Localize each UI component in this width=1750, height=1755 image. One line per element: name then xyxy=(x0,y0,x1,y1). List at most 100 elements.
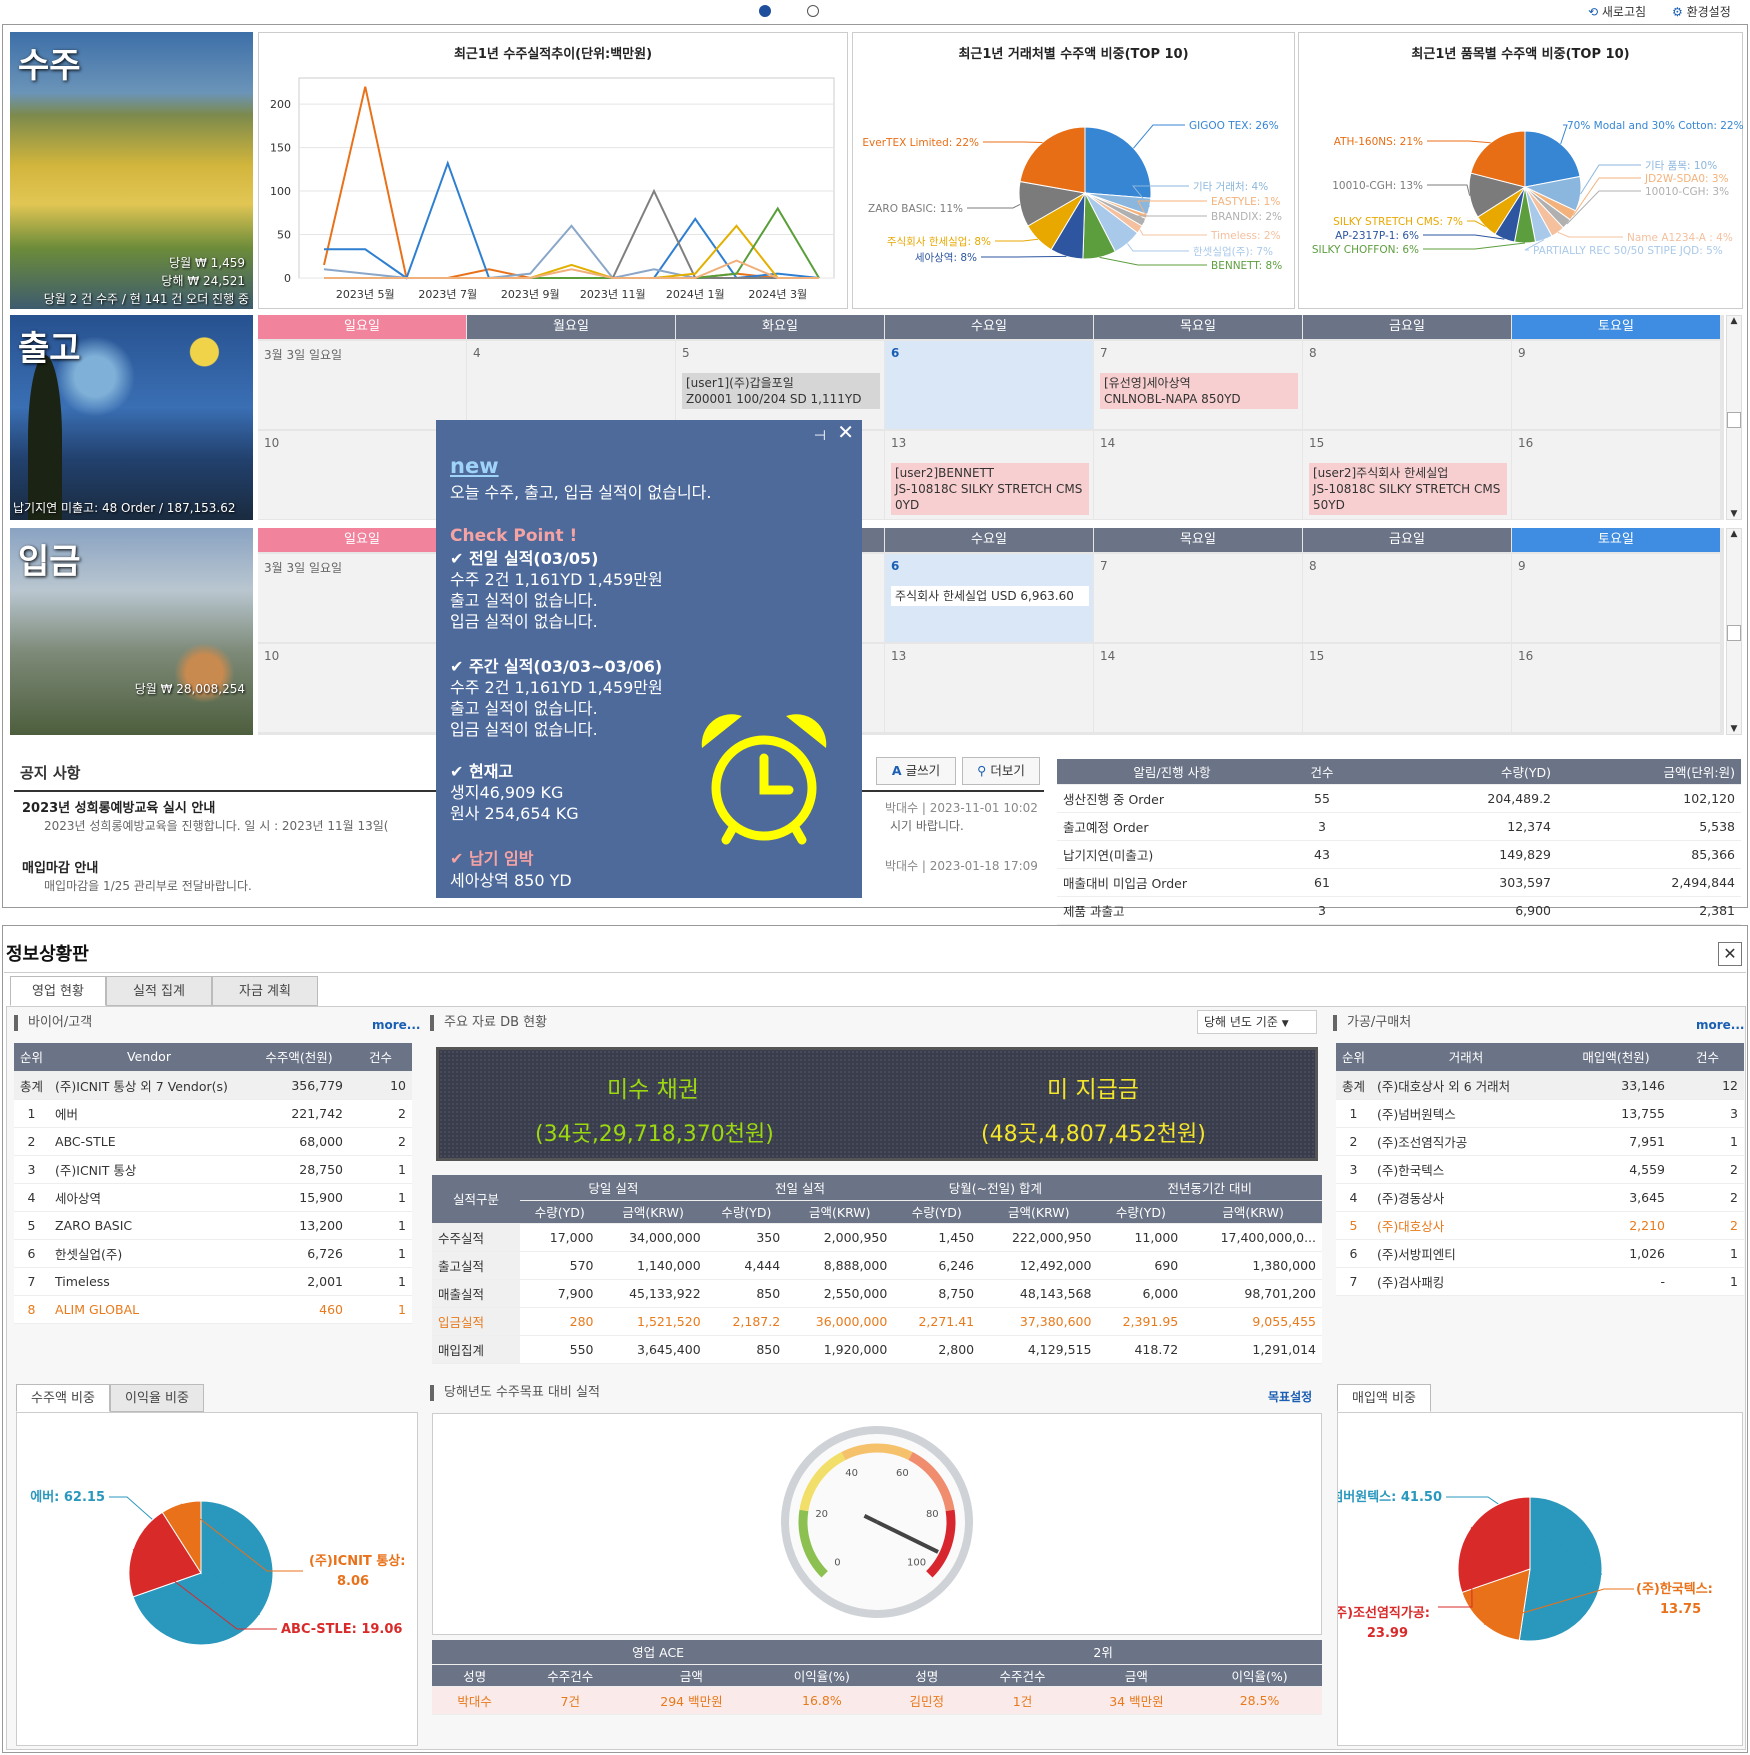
close-icon[interactable]: ✕ xyxy=(837,420,854,444)
pin-icon[interactable]: ⊣ xyxy=(813,428,826,444)
event-line: JS-10818C SILKY STRETCH CMS xyxy=(895,482,1083,496)
scroll-thumb[interactable] xyxy=(1727,625,1741,641)
calendar-day-cell[interactable]: 9 xyxy=(1512,554,1720,642)
tab-funding[interactable]: 자금 계획 xyxy=(212,976,318,1006)
performance-row[interactable]: 출고실적 570 1,140,000 4,444 8,888,000 6,246 12,49… xyxy=(432,1251,1322,1279)
buyer-more-link[interactable]: more... xyxy=(372,1018,421,1032)
supplier-row[interactable]: 2 (주)조선염직가공 7,951 1 xyxy=(1336,1127,1744,1155)
table-cell: 출고실적 xyxy=(432,1251,520,1279)
buyer-row[interactable]: 5 ZARO BASIC 13,200 1 xyxy=(14,1211,412,1239)
calendar-day-cell[interactable]: 3월 3일 일요일 xyxy=(258,341,466,429)
deposit-art-panel[interactable]: 입금 당월 ₩ 28,008,254 xyxy=(10,528,253,735)
order-art-panel[interactable]: 수주 당월 ₩ 1,459 당해 ₩ 24,521 당월 2 건 수주 / 현 … xyxy=(10,32,253,309)
pie-label: ABC-STLE: 19.06 xyxy=(281,1622,402,1637)
calendar-day-cell[interactable]: 8 xyxy=(1303,341,1511,429)
day-number: 10 xyxy=(264,649,280,663)
tab-sales-status[interactable]: 영업 현황 xyxy=(10,976,106,1006)
calendar-day-cell[interactable]: 3월 3일 일요일 xyxy=(258,554,466,642)
calendar-day-cell[interactable]: 16 xyxy=(1512,431,1720,519)
ship-art-panel[interactable]: 출고 납기지연 미출고: 48 Order / 187,153.62 xyxy=(10,315,253,520)
calendar-event[interactable]: [user2]BENNETT JS-10818C SILKY STRETCH CM… xyxy=(891,463,1089,515)
buyer-row[interactable]: 3 (주)ICNIT 통상 28,750 1 xyxy=(14,1155,412,1183)
performance-row[interactable]: 수주실적 17,000 34,000,000 350 2,000,950 1,450 222… xyxy=(432,1223,1322,1251)
buyer-row[interactable]: 4 세아상역 15,900 1 xyxy=(14,1183,412,1211)
calendar-event[interactable]: 주식회사 한세실업 USD 6,963.60 xyxy=(891,586,1089,606)
notice-item[interactable]: 2023년 성희롱예방교육 실시 안내 2023년 성희롱예방교육을 진행합니다… xyxy=(22,797,1044,845)
alert-row[interactable]: 매출대비 미입금 Order 61 303,597 2,494,844 xyxy=(1057,868,1741,896)
receivable-label: 미수 채권 xyxy=(607,1077,699,1103)
calendar-day-cell[interactable]: 16 xyxy=(1512,644,1720,732)
gauge-band xyxy=(841,1443,913,1461)
supplier-row[interactable]: 3 (주)한국텍스 4,559 2 xyxy=(1336,1155,1744,1183)
calendar-day-cell[interactable]: 10 xyxy=(258,431,466,519)
calendar-day-cell[interactable]: 4 xyxy=(467,341,675,429)
tab-performance[interactable]: 실적 집계 xyxy=(106,976,212,1006)
ship-calendar-scrollbar[interactable]: ▲ ▼ xyxy=(1726,315,1742,520)
performance-row[interactable]: 입금실적 280 1,521,520 2,187.2 36,000,000 2,271.4… xyxy=(432,1307,1322,1335)
settings-button[interactable]: ⚙ 환경설정 xyxy=(1672,5,1731,19)
notice-item-title[interactable]: 매입마감 안내 xyxy=(22,861,99,876)
calendar-day-cell[interactable]: 15 xyxy=(1303,644,1511,732)
table-cell: 3 xyxy=(27,1161,36,1177)
calendar-day-cell[interactable]: 6 xyxy=(885,341,1093,429)
calendar-day-cell[interactable]: 7 xyxy=(1094,554,1302,642)
calendar-day-cell[interactable]: 8 xyxy=(1303,554,1511,642)
calendar-day-cell[interactable]: 13 xyxy=(885,644,1093,732)
buyer-row[interactable]: 2 ABC-STLE 68,000 2 xyxy=(14,1127,412,1155)
calendar-day-cell[interactable]: 14 xyxy=(1094,431,1302,519)
write-button[interactable]: A 글쓰기 xyxy=(876,757,956,785)
scroll-up-icon[interactable]: ▲ xyxy=(1730,316,1738,326)
supplier-row[interactable]: 5 (주)대호상사 2,210 2 xyxy=(1336,1211,1744,1239)
table-cell: 7건 xyxy=(560,1693,580,1709)
buyer-row[interactable]: 7 Timeless 2,001 1 xyxy=(14,1267,412,1295)
table-cell: 1 xyxy=(1730,1133,1738,1149)
supplier-row[interactable]: 6 (주)서방피엔티 1,026 1 xyxy=(1336,1239,1744,1267)
tab-purchase-share[interactable]: 매입액 비중 xyxy=(1337,1384,1431,1412)
tab-profit-share[interactable]: 이익율 비중 xyxy=(110,1384,204,1412)
calendar-event[interactable]: [user2]주식회사 한세실업 JS-10818C SILKY STRETCH … xyxy=(1309,463,1507,515)
performance-row[interactable]: 매입집계 550 3,645,400 850 1,920,000 2,800 4,129,5… xyxy=(432,1335,1322,1363)
calendar-event[interactable]: [유선영]세아상역 CNLNOBL-NAPA 850YD xyxy=(1100,373,1298,409)
table-cell: 5 xyxy=(27,1217,36,1233)
buyer-row[interactable]: 6 한셋실업(주) 6,726 1 xyxy=(14,1239,412,1267)
supplier-row[interactable]: 총계 (주)대호상사 외 6 거래처 33,146 12 xyxy=(1336,1071,1744,1099)
notice-item-title[interactable]: 2023년 성희롱예방교육 실시 안내 xyxy=(22,801,216,816)
calendar-day-cell[interactable]: 10 xyxy=(258,644,466,732)
supplier-row[interactable]: 4 (주)경동상사 3,645 2 xyxy=(1336,1183,1744,1211)
db-basis-select[interactable]: 당해 년도 기준 ▼ xyxy=(1197,1010,1317,1034)
table-cell: 13,200 xyxy=(299,1217,344,1233)
buyer-row[interactable]: 1 에버 221,742 2 xyxy=(14,1099,412,1127)
more-button[interactable]: ⚲ 더보기 xyxy=(962,757,1040,785)
scroll-thumb[interactable] xyxy=(1727,412,1741,428)
alert-row[interactable]: 생산진행 중 Order 55 204,489.2 102,120 xyxy=(1057,784,1741,812)
dashboard-close-button[interactable]: ✕ xyxy=(1718,942,1742,966)
calendar-day-cell[interactable]: 9 xyxy=(1512,341,1720,429)
tab-order-share[interactable]: 수주액 비중 xyxy=(16,1384,110,1412)
pager-dot-inactive[interactable] xyxy=(807,5,819,17)
notification-popup[interactable]: ⊣ ✕ new 오늘 수주, 출고, 입금 실적이 없습니다. Check Po… xyxy=(436,420,862,898)
deposit-calendar-scrollbar[interactable]: ▲ ▼ xyxy=(1726,528,1742,735)
notice-item[interactable]: 매입마감 안내 매입마감을 1/25 관리부로 전달바랍니다. 박대수 | 20… xyxy=(22,857,1044,905)
pager-dot-active[interactable] xyxy=(759,5,771,17)
supplier-row[interactable]: 7 (주)검사패킹 - 1 xyxy=(1336,1267,1744,1295)
payable-label: 미 지급금 xyxy=(1047,1077,1139,1103)
buyer-row[interactable]: 총계 (주)ICNIT 통상 외 7 Vendor(s) 356,779 10 xyxy=(14,1071,412,1099)
buyer-row[interactable]: 8 ALIM GLOBAL 460 1 xyxy=(14,1295,412,1323)
alert-row[interactable]: 제품 과출고 3 6,900 2,381 xyxy=(1057,896,1741,924)
performance-row[interactable]: 매출실적 7,900 45,133,922 850 2,550,000 8,750 48,1… xyxy=(432,1279,1322,1307)
alert-row[interactable]: 납기지연(미출고) 43 149,829 85,366 xyxy=(1057,840,1741,868)
table-cell: (주)경동상사 xyxy=(1377,1190,1445,1206)
scroll-down-icon[interactable]: ▼ xyxy=(1730,724,1738,734)
pie-label: 기타 품목: 10% xyxy=(1645,160,1717,172)
table-cell: 303,597 xyxy=(1499,874,1551,890)
calendar-event[interactable]: [user1](주)갑을포일 Z00001 100/204 SD 1,111YD xyxy=(682,373,880,409)
supplier-row[interactable]: 1 (주)넘버원텍스 13,755 3 xyxy=(1336,1099,1744,1127)
scroll-up-icon[interactable]: ▲ xyxy=(1730,529,1738,539)
table-cell: 1 xyxy=(398,1189,406,1205)
calendar-day-cell[interactable]: 14 xyxy=(1094,644,1302,732)
refresh-button[interactable]: ⟲ 새로고침 xyxy=(1588,5,1647,19)
supplier-more-link[interactable]: more... xyxy=(1696,1018,1745,1032)
scroll-down-icon[interactable]: ▼ xyxy=(1730,509,1738,519)
alert-row[interactable]: 출고예정 Order 3 12,374 5,538 xyxy=(1057,812,1741,840)
goal-set-link[interactable]: 목표설정 xyxy=(1268,1390,1313,1404)
